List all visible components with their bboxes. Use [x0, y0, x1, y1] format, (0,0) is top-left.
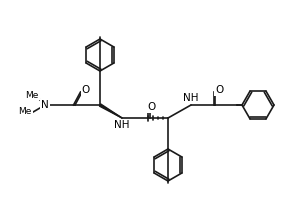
Text: N: N — [41, 100, 49, 110]
Text: Me: Me — [25, 90, 39, 99]
Text: O: O — [82, 85, 90, 95]
Text: NH: NH — [114, 120, 130, 130]
Text: NH: NH — [183, 93, 199, 103]
Text: O: O — [215, 85, 223, 95]
Text: O: O — [148, 102, 156, 112]
Polygon shape — [99, 104, 122, 118]
Text: Me: Me — [18, 108, 32, 117]
